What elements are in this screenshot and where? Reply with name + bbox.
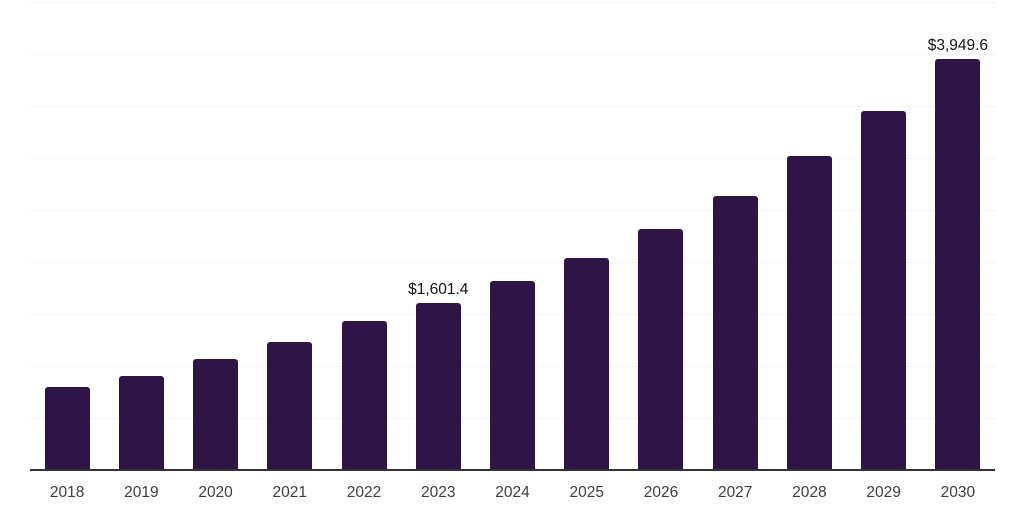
gridline <box>30 2 995 3</box>
x-tick-label-2030: 2030 <box>940 484 976 501</box>
bar-2018 <box>44 386 90 470</box>
x-tick-label-2025: 2025 <box>569 484 604 501</box>
bar-2030 <box>935 59 981 470</box>
bar-2025 <box>564 257 610 470</box>
bar-2026 <box>638 228 684 470</box>
gridline <box>30 158 995 159</box>
x-tick-label-2021: 2021 <box>272 484 308 501</box>
x-tick-label-2023: 2023 <box>421 484 456 501</box>
gridline <box>30 210 995 211</box>
bar-2022 <box>341 320 387 470</box>
x-tick-label-2029: 2029 <box>866 484 901 501</box>
gridline <box>30 106 995 107</box>
x-tick-label-2018: 2018 <box>49 484 85 501</box>
bar-2019 <box>118 375 164 470</box>
bar-value-label-2030: $3,949.6 <box>927 37 989 55</box>
x-tick-label-2024: 2024 <box>495 484 530 501</box>
x-tick-label-2019: 2019 <box>124 484 159 501</box>
bar-2024 <box>490 281 535 470</box>
x-axis-line <box>30 469 995 471</box>
gridline <box>30 262 995 263</box>
x-tick-label-2027: 2027 <box>717 484 753 501</box>
x-tick-label-2020: 2020 <box>198 484 233 501</box>
gridline <box>30 54 995 55</box>
bar-2028 <box>786 156 832 470</box>
x-tick-label-2026: 2026 <box>643 484 679 501</box>
bar-2021 <box>267 341 313 470</box>
x-tick-label-2028: 2028 <box>792 484 827 501</box>
x-tick-label-2022: 2022 <box>346 484 382 501</box>
bar-2020 <box>193 358 239 470</box>
bar-value-label-2023: $1,601.4 <box>408 281 469 299</box>
bar-2029 <box>861 111 907 470</box>
bar-2023 <box>415 303 461 470</box>
bar-2027 <box>712 195 758 470</box>
